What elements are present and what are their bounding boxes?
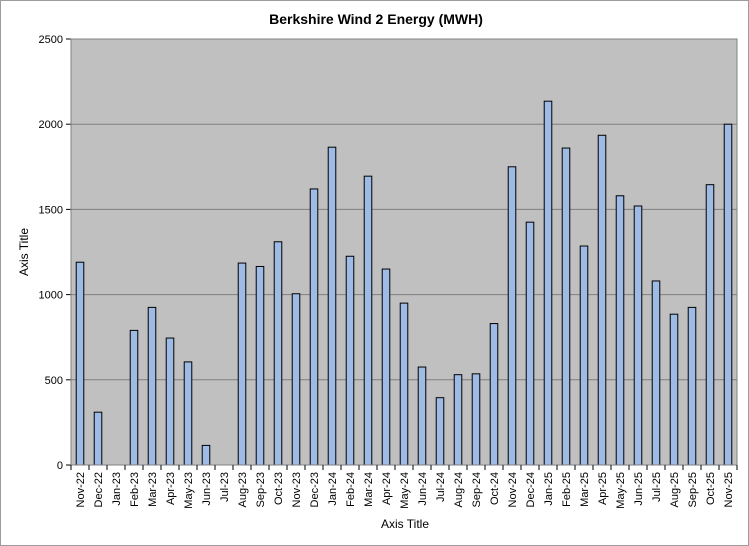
- bar: [615, 195, 625, 466]
- x-tick-label: Nov-25: [723, 472, 735, 507]
- x-tick-label: Oct-25: [705, 472, 717, 505]
- bar: [489, 323, 499, 466]
- x-axis-title: Axis Title: [381, 517, 429, 531]
- x-tick-label: Jul-24: [435, 472, 447, 502]
- bar: [381, 268, 391, 466]
- bar: [687, 306, 697, 466]
- bar: [129, 329, 139, 466]
- bar: [561, 147, 571, 466]
- y-tick-label: 2500: [39, 34, 63, 46]
- y-tick-label: 500: [45, 375, 63, 387]
- x-tick-label: Nov-24: [507, 472, 519, 507]
- x-tick-label: Nov-23: [291, 472, 303, 507]
- bar: [201, 444, 211, 466]
- axes: [66, 38, 738, 470]
- x-tick-label: Mar-23: [147, 472, 159, 507]
- bar: [309, 188, 319, 466]
- x-tick-label: Dec-24: [525, 472, 537, 507]
- x-tick-label: May-25: [615, 472, 627, 509]
- bar: [255, 265, 265, 466]
- bar: [327, 146, 337, 466]
- chart-title: Berkshire Wind 2 Energy (MWH): [269, 11, 483, 27]
- x-tick-label: May-24: [399, 472, 411, 509]
- bar: [543, 100, 553, 466]
- bar: [435, 397, 445, 466]
- bar: [363, 175, 373, 466]
- x-tick-label: Jul-23: [219, 472, 231, 502]
- bar: [579, 245, 589, 466]
- x-tick-label: Dec-22: [93, 472, 105, 507]
- x-tick-label: Feb-24: [345, 472, 357, 507]
- bar: [471, 373, 481, 466]
- bar: [417, 366, 427, 466]
- x-tick-label: Mar-24: [363, 472, 375, 507]
- bar: [165, 337, 175, 466]
- x-tick-label: Oct-24: [489, 472, 501, 505]
- x-tick-label: Aug-25: [669, 472, 681, 507]
- x-tick-label: Jun-25: [633, 472, 645, 506]
- x-tick-label: Jul-25: [651, 472, 663, 502]
- y-tick-label: 1000: [39, 290, 63, 302]
- x-tick-label: Sep-24: [471, 472, 483, 507]
- y-axis-tick-labels: 0 500 1000 1500 2000 2500: [39, 34, 63, 472]
- x-tick-label: Jan-24: [327, 472, 339, 506]
- bar: [183, 361, 193, 466]
- bar: [75, 261, 85, 466]
- x-tick-label: Feb-25: [561, 472, 573, 507]
- bar: [723, 123, 733, 466]
- bar: [633, 205, 643, 466]
- x-tick-label: Mar-25: [579, 472, 591, 507]
- x-tick-label: May-23: [183, 472, 195, 509]
- bar: [651, 280, 661, 466]
- bar: [237, 262, 247, 466]
- y-tick-label: 1500: [39, 204, 63, 216]
- x-tick-label: Sep-25: [687, 472, 699, 507]
- bar: [705, 184, 715, 466]
- x-tick-label: Nov-22: [75, 472, 87, 507]
- x-axis-tick-labels: Nov-22 Dec-22 Jan-23 Feb-23 Mar-23 Apr-23 May-…: [75, 472, 735, 509]
- bar: [453, 374, 463, 466]
- y-tick-label: 2000: [39, 119, 63, 131]
- bar: [525, 221, 535, 466]
- x-tick-label: Apr-23: [165, 472, 177, 505]
- y-tick-label: 0: [57, 460, 63, 472]
- x-tick-label: Jun-24: [417, 472, 429, 506]
- plot-border: [70, 38, 738, 466]
- x-tick-label: Oct-23: [273, 472, 285, 505]
- y-axis-title: Axis Title: [17, 228, 31, 276]
- x-tick-label: Dec-23: [309, 472, 321, 507]
- x-tick-label: Apr-25: [597, 472, 609, 505]
- bar: [273, 241, 283, 466]
- bar: [345, 255, 355, 466]
- x-tick-label: Feb-23: [129, 472, 141, 507]
- x-tick-label: Apr-24: [381, 472, 393, 505]
- bar: [147, 306, 157, 466]
- bar: [507, 166, 517, 466]
- x-tick-label: Aug-23: [237, 472, 249, 507]
- bar: [93, 411, 103, 466]
- gridlines: [71, 38, 737, 381]
- bar: [669, 313, 679, 466]
- x-tick-label: Aug-24: [453, 472, 465, 507]
- bar: [291, 293, 301, 466]
- bar: [399, 302, 409, 466]
- x-tick-label: Jan-25: [543, 472, 555, 506]
- x-tick-label: Sep-23: [255, 472, 267, 507]
- bar: [597, 134, 607, 466]
- x-tick-label: Jan-23: [111, 472, 123, 506]
- x-tick-label: Jun-23: [201, 472, 213, 506]
